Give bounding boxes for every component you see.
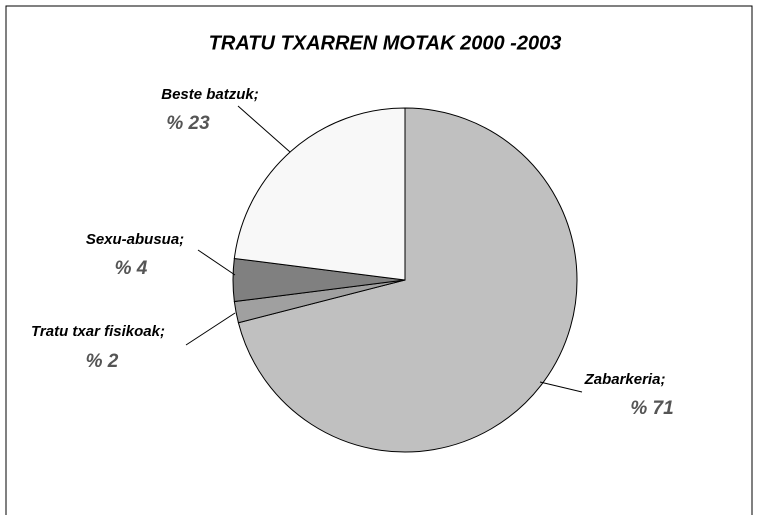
- slice-label: Zabarkeria;: [584, 371, 666, 388]
- slice-label: Beste batzuk;: [161, 86, 259, 103]
- slice-value-label: % 2: [86, 351, 119, 372]
- slice-value-label: % 71: [630, 398, 673, 419]
- leader-line: [197, 249, 236, 276]
- pie-slice: [237, 107, 578, 453]
- pie-slice: [233, 107, 406, 281]
- slice-label: Sexu-abusua;: [86, 231, 184, 248]
- chart-title: TRATU TXARREN MOTAK 2000 -2003: [209, 32, 562, 54]
- slice-label: Tratu txar fisikoak;: [31, 323, 165, 340]
- slice-value-label: % 4: [115, 258, 148, 279]
- pie: [232, 107, 578, 453]
- leader-line: [237, 105, 291, 153]
- leader-line: [539, 381, 583, 393]
- slice-value-label: % 23: [166, 113, 210, 134]
- leader-lines: [185, 105, 583, 393]
- leader-line: [185, 312, 236, 346]
